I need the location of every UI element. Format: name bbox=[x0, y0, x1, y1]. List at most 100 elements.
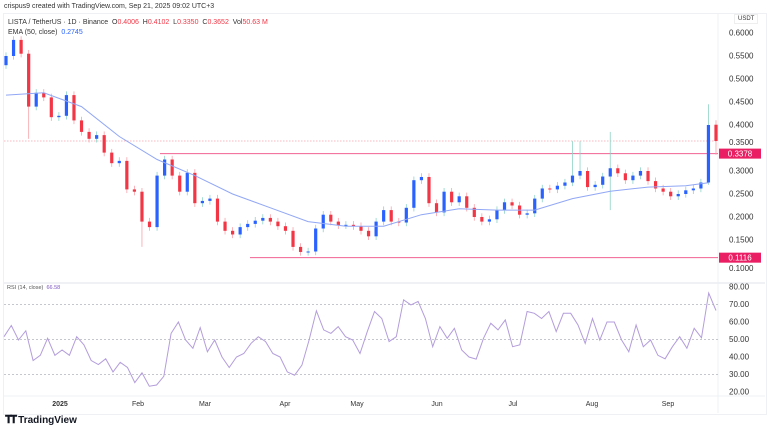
volume-value: 50.63 M bbox=[242, 19, 268, 26]
candle-body bbox=[79, 120, 84, 132]
time-tick-label: Feb bbox=[132, 401, 144, 408]
rsi-line bbox=[3, 291, 717, 387]
candle-body bbox=[185, 172, 189, 192]
candle-body bbox=[389, 210, 393, 222]
candle-body bbox=[4, 56, 8, 66]
candle-body bbox=[434, 203, 439, 213]
price-tick-label: 0.2000 bbox=[729, 213, 754, 222]
candle-body bbox=[548, 188, 552, 190]
candle-body bbox=[72, 95, 76, 121]
price-tick-label: 0.5000 bbox=[729, 75, 754, 84]
volume-label: Vol bbox=[232, 19, 243, 26]
candle-body bbox=[276, 221, 280, 227]
candle-body bbox=[329, 214, 333, 222]
candle-body bbox=[147, 221, 152, 228]
candle-body bbox=[170, 159, 174, 176]
candle-body bbox=[125, 160, 129, 190]
brand-name: TradingView bbox=[18, 415, 77, 426]
tradingview-logo[interactable]: 𝐓𝐓 TradingView bbox=[5, 414, 77, 427]
rsi-label[interactable]: RSI (14, close) bbox=[7, 285, 44, 291]
candle-body bbox=[593, 184, 597, 188]
candle-body bbox=[223, 221, 227, 231]
candle-body bbox=[646, 171, 650, 182]
level-price-label: 0.3378 bbox=[728, 150, 753, 159]
price-tick-label: 0.6000 bbox=[729, 29, 754, 38]
candle-body bbox=[691, 188, 695, 191]
rsi-tick-label: 80.00 bbox=[729, 283, 750, 292]
candle-body bbox=[193, 172, 197, 204]
candle-body bbox=[19, 39, 23, 54]
time-tick-label: Apr bbox=[280, 401, 292, 408]
candle-body bbox=[140, 191, 144, 222]
candle-body bbox=[676, 194, 680, 197]
time-tick-label: May bbox=[350, 401, 364, 408]
high-label: H bbox=[142, 19, 148, 26]
candle-body bbox=[450, 191, 454, 203]
candle-body bbox=[155, 175, 159, 228]
candle-body bbox=[102, 135, 106, 153]
chart-credit: crispus9 created with TradingView.com, S… bbox=[4, 3, 215, 10]
time-tick-label: Jul bbox=[509, 401, 518, 408]
low-label: L bbox=[173, 19, 178, 26]
candle-body bbox=[669, 191, 673, 197]
candle-body bbox=[465, 196, 469, 208]
candle-body bbox=[585, 171, 590, 188]
candle-body bbox=[321, 214, 325, 229]
candle-body bbox=[200, 200, 204, 204]
rsi-legend: RSI (14, close) 66.58 bbox=[7, 285, 60, 291]
candle-body bbox=[631, 175, 635, 181]
candle-body bbox=[132, 189, 137, 192]
candle-body bbox=[684, 190, 688, 194]
candle-body bbox=[117, 160, 121, 164]
price-tick-label: 0.5500 bbox=[729, 52, 754, 61]
candle-body bbox=[601, 176, 605, 185]
candle-body bbox=[555, 185, 559, 190]
time-tick-label: Aug bbox=[586, 401, 599, 408]
candle-body bbox=[487, 219, 492, 222]
candle-body bbox=[253, 220, 257, 224]
open-value: 0.4006 bbox=[117, 19, 139, 26]
symbol-title[interactable]: LISTA / TetherUS · 1D · Binance bbox=[8, 19, 109, 26]
candle-body bbox=[653, 181, 658, 189]
open-label: O bbox=[112, 19, 118, 26]
time-tick-label: 2025 bbox=[52, 401, 68, 408]
price-tick-label: 0.1000 bbox=[729, 264, 754, 273]
candle-body bbox=[616, 168, 620, 174]
rsi-value: 66.58 bbox=[46, 285, 61, 291]
candle-body bbox=[298, 246, 303, 252]
candle-body bbox=[540, 188, 544, 199]
candle-body bbox=[64, 95, 69, 116]
candle-body bbox=[699, 182, 703, 189]
candle-body bbox=[268, 217, 272, 222]
candle-body bbox=[412, 180, 416, 208]
ema-label[interactable]: EMA (50, close) bbox=[8, 29, 58, 36]
level-price-badge bbox=[719, 148, 761, 159]
tradingview-logo-icon: 𝐓𝐓 bbox=[5, 414, 17, 426]
candle-body bbox=[427, 176, 431, 204]
candle-body bbox=[291, 230, 295, 247]
candle-body bbox=[563, 182, 567, 186]
rsi-tick-label: 60.00 bbox=[729, 318, 750, 327]
candle-body bbox=[502, 202, 507, 211]
candle-body bbox=[533, 198, 537, 214]
price-tick-label: 0.4500 bbox=[729, 98, 754, 107]
rsi-tick-label: 40.00 bbox=[729, 353, 750, 362]
candle-body bbox=[163, 159, 167, 176]
candle-body bbox=[419, 176, 424, 181]
currency-label[interactable]: USDT bbox=[734, 14, 759, 24]
candle-body bbox=[525, 213, 529, 215]
level-price-badge bbox=[719, 252, 761, 263]
candle-body bbox=[344, 224, 348, 226]
candle-body bbox=[706, 125, 711, 183]
candle-body bbox=[472, 207, 476, 217]
candle-body bbox=[314, 228, 318, 252]
rsi-tick-label: 20.00 bbox=[729, 388, 750, 397]
candle-body bbox=[623, 173, 627, 181]
candle-body bbox=[230, 230, 235, 235]
candle-body bbox=[178, 175, 182, 192]
price-tick-label: 0.1500 bbox=[729, 236, 754, 245]
time-tick-label: Mar bbox=[199, 401, 212, 408]
candle-body bbox=[42, 92, 46, 98]
rsi-tick-label: 30.00 bbox=[729, 370, 750, 379]
